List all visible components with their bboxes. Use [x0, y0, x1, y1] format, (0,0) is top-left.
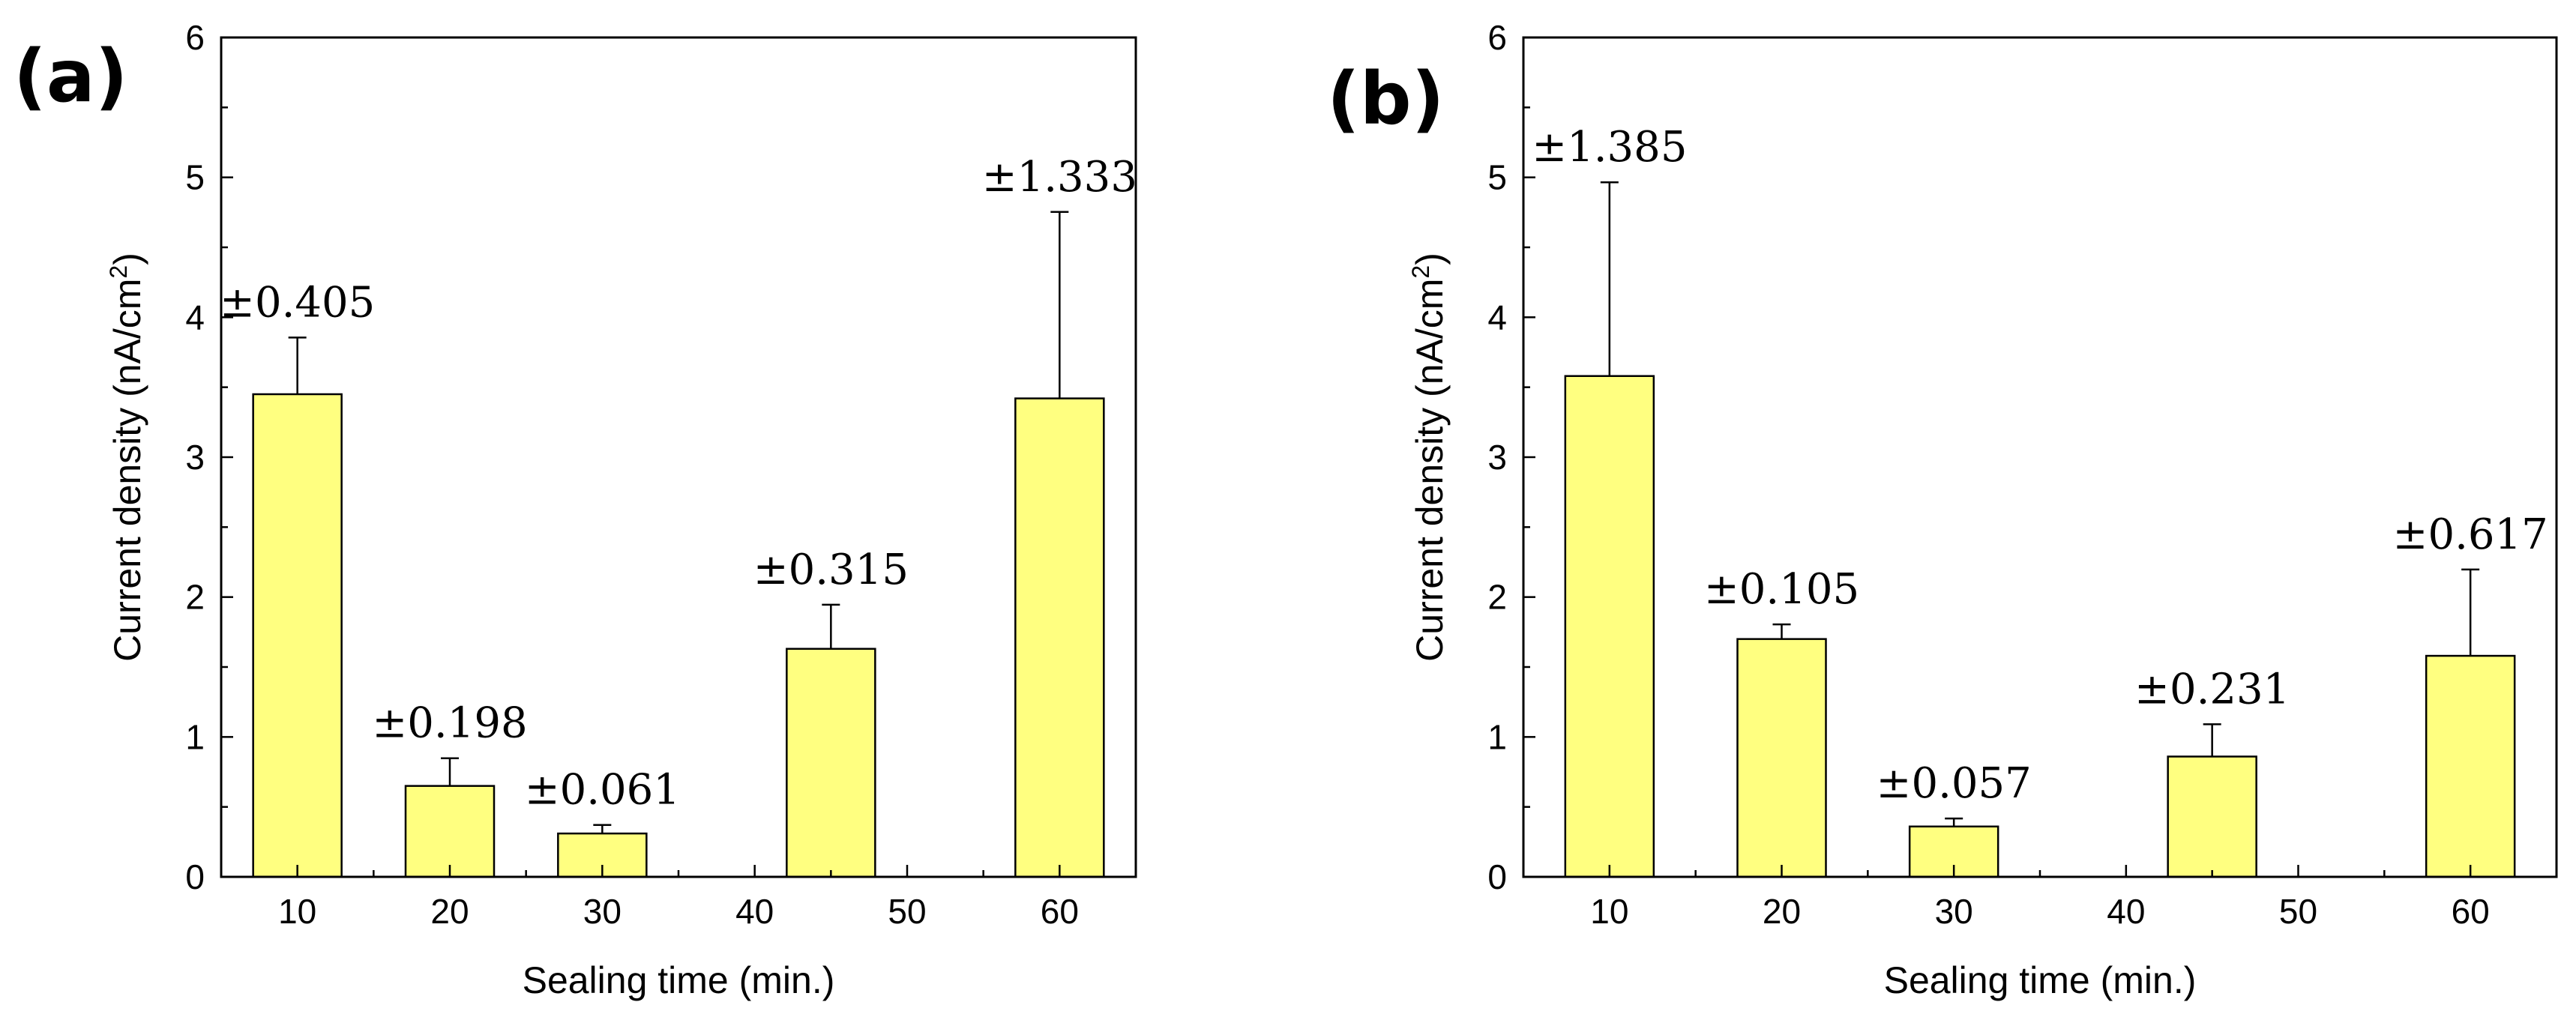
error-label: ±1.333 [982, 153, 1137, 202]
x-tick-label: 10 [1590, 892, 1628, 931]
y-tick-label: 3 [1487, 438, 1507, 477]
bar [252, 393, 343, 878]
x-axis-title: Sealing time (min.) [523, 959, 835, 1001]
y-tick-label: 1 [185, 717, 205, 756]
y-axis-title-sup: 2 [105, 265, 132, 279]
bar [2167, 755, 2257, 878]
y-tick-label: 6 [185, 18, 205, 57]
bar [1736, 638, 1827, 878]
y-tick-label: 5 [185, 158, 205, 197]
x-tick-label: 40 [2107, 892, 2145, 931]
error-label: ±0.617 [2393, 510, 2548, 559]
y-axis-title-close: ) [106, 253, 148, 265]
error-label: ±0.057 [1877, 759, 2032, 808]
y-axis-title-close: ) [1409, 253, 1451, 265]
x-tick-label: 30 [583, 892, 622, 931]
y-axis-title: Current density (nA/cm2) [105, 253, 148, 662]
y-tick-label: 0 [185, 857, 205, 896]
y-tick-label: 1 [1487, 717, 1507, 756]
y-axis-title-main: Current density (nA/cm [1409, 279, 1451, 662]
panel-a: (a) ±0.405 ±0.198 ±0.061 ±0.315 ±1.333 0 1 2 3 4 5 6… [13, 18, 1137, 1001]
x-tick-label: 60 [1041, 892, 1079, 931]
bar [404, 785, 496, 878]
y-tick-label: 6 [1487, 18, 1507, 57]
bar [2425, 654, 2516, 878]
panel-b: (b) ±1.385 ±0.105 ±0.057 ±0.231 ±0.617 0 1 2 3 4 5 6… [1327, 18, 2558, 1001]
error-label: ±0.405 [220, 278, 375, 327]
y-tick-label: 4 [1487, 298, 1507, 337]
panel-label: (b) [1327, 57, 1444, 141]
x-tick-label: 50 [888, 892, 926, 931]
x-tick-label: 40 [735, 892, 774, 931]
error-label: ±0.061 [525, 766, 680, 815]
error-label: ±0.198 [372, 699, 527, 748]
y-axis-title-sup: 2 [1407, 265, 1434, 279]
x-axis-title: Sealing time (min.) [1884, 959, 2197, 1001]
x-tick-label: 10 [278, 892, 316, 931]
y-tick-label: 2 [1487, 578, 1507, 617]
x-tick-label: 20 [1763, 892, 1801, 931]
y-tick-label: 2 [185, 578, 205, 617]
error-label: ±0.105 [1704, 565, 1859, 614]
error-label: ±1.385 [1532, 123, 1687, 172]
panel-label: (a) [13, 34, 128, 118]
x-tick-label: 20 [430, 892, 469, 931]
error-label: ±0.231 [2134, 665, 2290, 713]
y-tick-label: 0 [1487, 857, 1507, 896]
x-tick-label: 30 [1935, 892, 1973, 931]
error-label: ±0.315 [753, 546, 909, 594]
y-tick-label: 3 [185, 438, 205, 477]
x-tick-label: 50 [2279, 892, 2317, 931]
y-axis-title: Current density (nA/cm2) [1407, 253, 1451, 662]
bar [1564, 375, 1655, 878]
y-tick-label: 5 [1487, 158, 1507, 197]
y-axis-title-main: Current density (nA/cm [106, 279, 148, 662]
y-tick-label: 4 [185, 298, 205, 337]
x-tick-label: 60 [2452, 892, 2490, 931]
bar [786, 648, 876, 878]
bar [1014, 397, 1105, 878]
